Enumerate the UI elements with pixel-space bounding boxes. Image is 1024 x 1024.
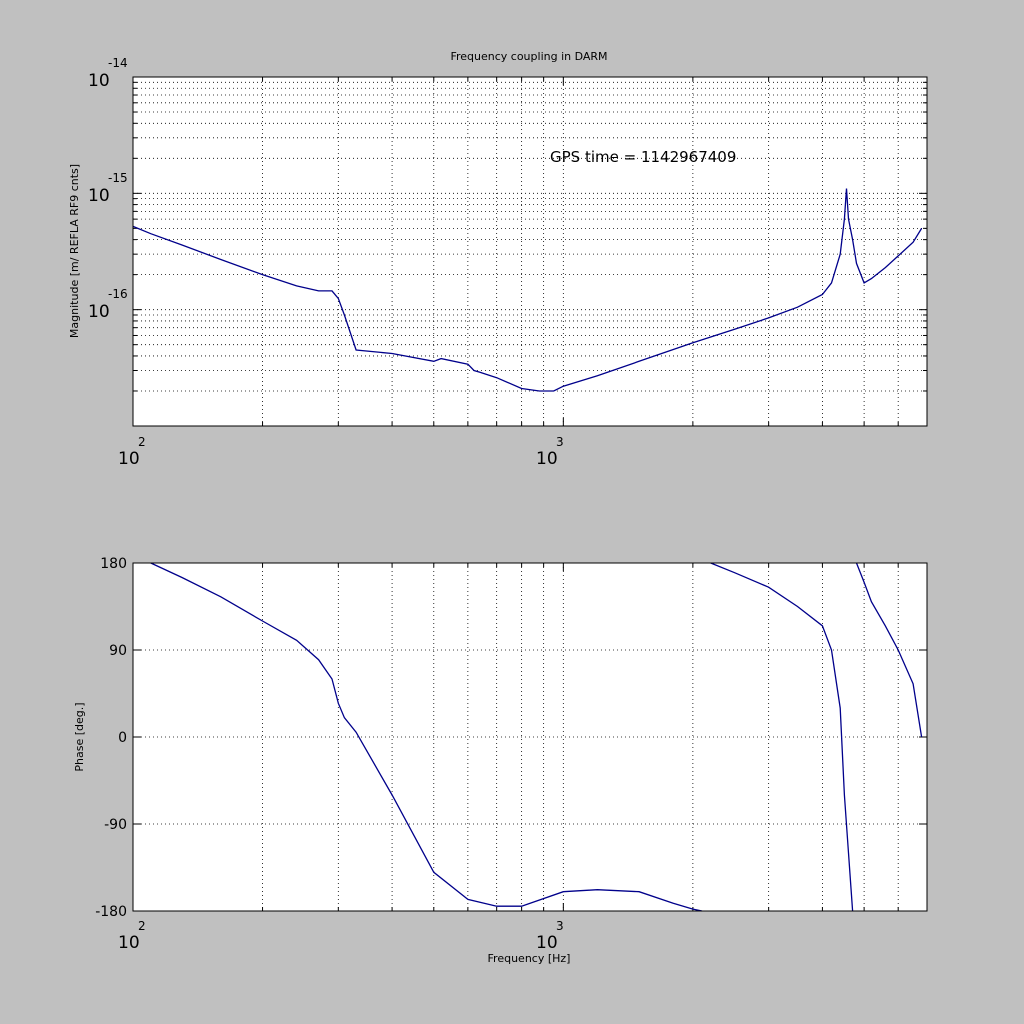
phase-panel: Phase [deg.] Frequency [Hz] 180 90 0 -90… (73, 556, 928, 965)
gps-time-annotation: GPS time = 1142967409 (550, 148, 736, 166)
phase-x-tick-exp: 2 (138, 919, 146, 933)
phase-series-line-segment (710, 562, 854, 912)
phase-x-axis-label: Frequency [Hz] (488, 952, 571, 965)
magnitude-y-tick-base: 10 (88, 302, 110, 322)
phase-y-tick-label: -180 (95, 904, 127, 920)
magnitude-y-tick-exp: -14 (108, 56, 128, 70)
phase-series-line (150, 562, 703, 912)
phase-x-tick-base: 10 (536, 933, 558, 953)
phase-y-tick-label: 0 (118, 730, 127, 746)
phase-y-axis-label: Phase [deg.] (73, 702, 86, 771)
magnitude-y-axis-label: Magnitude [m/ REFLA RF9 cnts] (68, 164, 81, 338)
magnitude-panel: Frequency coupling in DARM GPS time = 11… (68, 50, 928, 469)
phase-y-tick-label: 90 (109, 643, 127, 659)
phase-series-line-segment (855, 562, 923, 738)
magnitude-y-tick-base: 10 (88, 71, 110, 91)
phase-x-tick-exp: 3 (556, 919, 564, 933)
magnitude-title: Frequency coupling in DARM (450, 50, 607, 63)
phase-y-tick-label: -90 (104, 817, 127, 833)
phase-y-tick-label: 180 (100, 556, 127, 572)
magnitude-x-tick-base: 10 (536, 449, 558, 469)
magnitude-x-tick-base: 10 (118, 449, 140, 469)
magnitude-series-line (132, 188, 923, 392)
magnitude-y-tick-exp: -15 (108, 171, 128, 185)
phase-x-tick-base: 10 (118, 933, 140, 953)
magnitude-y-tick-base: 10 (88, 186, 110, 206)
magnitude-x-tick-exp: 2 (138, 435, 146, 449)
magnitude-y-tick-exp: -16 (108, 287, 128, 301)
magnitude-plot-area (133, 77, 927, 426)
magnitude-x-tick-exp: 3 (556, 435, 564, 449)
magnitude-axes-box (132, 76, 928, 427)
magnitude-grid (132, 77, 928, 426)
phase-axes-box (132, 562, 928, 912)
